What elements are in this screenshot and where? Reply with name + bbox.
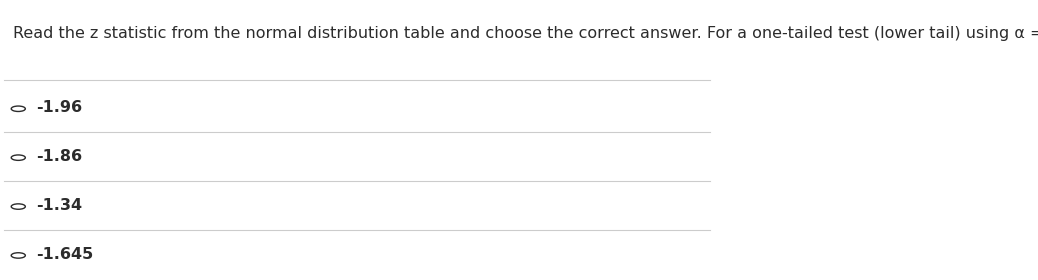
- Text: Read the z statistic from the normal distribution table and choose the correct a: Read the z statistic from the normal dis…: [12, 26, 1038, 41]
- Text: -1.645: -1.645: [36, 247, 93, 262]
- Text: -1.86: -1.86: [36, 149, 82, 164]
- Text: -1.34: -1.34: [36, 198, 82, 213]
- Text: -1.96: -1.96: [36, 100, 82, 115]
